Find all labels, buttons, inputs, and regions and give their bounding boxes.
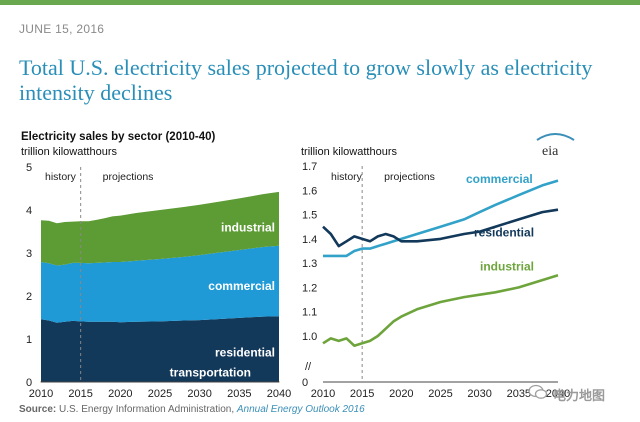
source-note: Source: U.S. Energy Information Administ…	[19, 404, 365, 415]
right-y-tick-label: 1.4	[302, 234, 317, 246]
line-industrial	[322, 274, 559, 347]
right-axis-break-mark: //	[305, 361, 312, 373]
right-x-tick-label: 2010	[311, 388, 335, 400]
right-y-tick-label: 0	[302, 377, 308, 389]
eia-logo-text: eia	[542, 144, 559, 159]
area-residential	[41, 316, 279, 382]
line-label-commercial: commercial	[466, 172, 533, 186]
left-x-tick-label: 2010	[29, 388, 53, 400]
left-area-label-transportation: transportation	[170, 366, 251, 380]
left-y-tick-label: 4	[26, 205, 32, 217]
left-y-tick-label: 0	[26, 377, 32, 389]
left-projections-label: projections	[103, 171, 154, 183]
right-y-tick-label: 1.1	[302, 307, 317, 319]
source-publication-link[interactable]: Annual Energy Outlook 2016	[236, 404, 365, 415]
right-chart: // 0 1.0 1.1 1.2 1.3 1.4 1.5 1.6 1.7 2010 2015 2020 2…	[302, 161, 570, 400]
left-history-label: history	[45, 171, 77, 183]
left-x-tick-label: 2035	[227, 388, 251, 400]
left-x-tick-label: 2015	[68, 388, 92, 400]
area-industrial	[41, 191, 279, 266]
left-chart: 0 1 2 3 4 5 2010 2015 2020 2025 2030 2035 2040 histor…	[26, 162, 291, 400]
publish-date: JUNE 15, 2016	[19, 22, 105, 36]
left-y-tick-label: 1	[26, 334, 32, 346]
left-x-tick-label: 2030	[187, 388, 211, 400]
line-label-residential: residential	[474, 225, 534, 239]
source-prefix: Source:	[19, 404, 57, 415]
left-area-label-residential: residential	[215, 346, 275, 360]
left-y-tick-label: 3	[26, 248, 32, 260]
left-x-tick-label: 2025	[148, 388, 172, 400]
right-y-tick-label: 1.0	[302, 331, 317, 343]
left-x-tick-label: 2020	[108, 388, 132, 400]
right-x-tick-label: 2035	[507, 388, 531, 400]
left-chart-title: Electricity sales by sector (2010-40)	[21, 131, 216, 143]
right-history-label: history	[331, 171, 363, 183]
right-y-tick-label: 1.5	[302, 210, 317, 222]
right-y-tick-label: 1.3	[302, 258, 317, 270]
line-residential	[322, 208, 559, 248]
left-area-label-industrial: industrial	[221, 221, 275, 235]
eia-logo-arc	[536, 133, 575, 141]
right-x-tick-label: 2030	[467, 388, 491, 400]
source-agency: U.S. Energy Information Administration,	[59, 404, 235, 415]
right-y-tick-label: 1.6	[302, 185, 317, 197]
right-chart-ylabel: trillion kilowatthours	[301, 146, 397, 158]
right-x-tick-label: 2025	[428, 388, 452, 400]
left-y-tick-label: 5	[26, 162, 32, 174]
right-y-tick-label: 1.7	[302, 161, 317, 173]
left-x-tick-label: 2040	[267, 388, 291, 400]
wechat-icon	[528, 384, 548, 399]
watermark-text: 电力地图	[553, 388, 606, 403]
right-x-tick-label: 2020	[389, 388, 413, 400]
left-chart-ylabel: trillion kilowatthours	[21, 146, 117, 158]
eia-logo: eia	[536, 133, 575, 159]
line-commercial	[323, 179, 559, 258]
line-label-industrial: industrial	[480, 259, 534, 273]
right-x-tick-label: 2015	[350, 388, 374, 400]
top-accent-bar	[0, 0, 640, 5]
area-commercial	[41, 245, 279, 323]
left-y-tick-label: 2	[26, 291, 32, 303]
right-projections-label: projections	[384, 171, 435, 183]
right-y-tick-label: 1.2	[302, 282, 317, 294]
left-area-label-commercial: commercial	[208, 279, 275, 293]
right-x-tick-label: 2040	[546, 388, 570, 400]
page-title: Total U.S. electricity sales projected t…	[19, 55, 593, 105]
